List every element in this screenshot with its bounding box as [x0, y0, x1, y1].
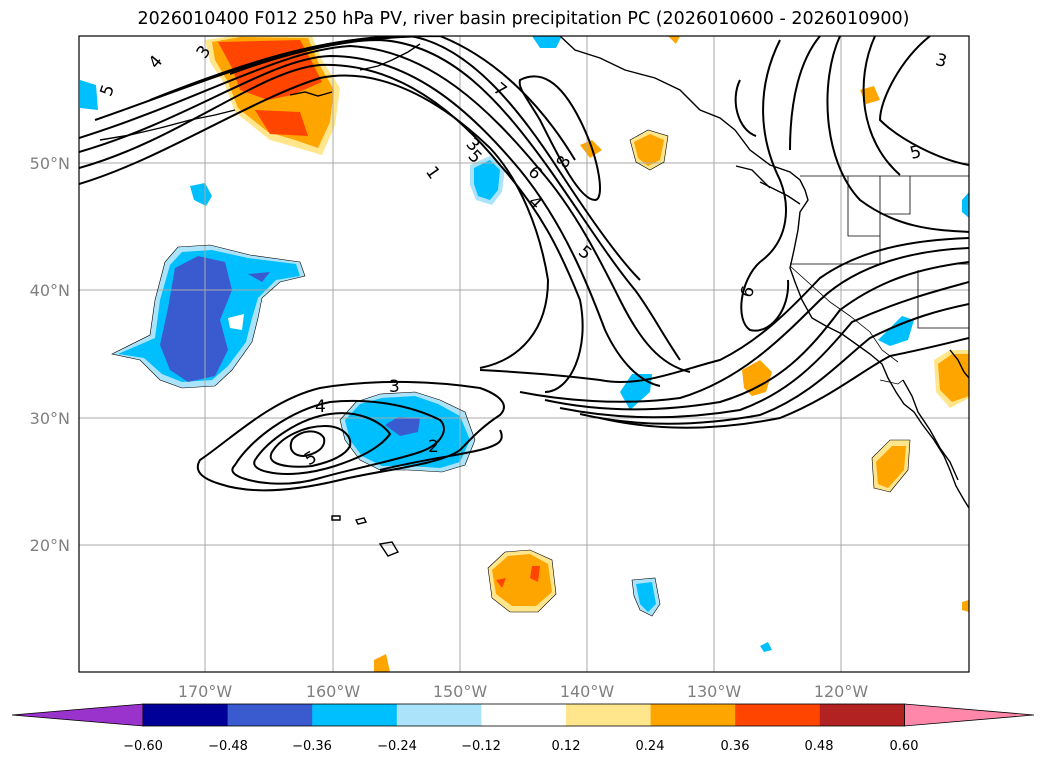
graticule: [79, 36, 969, 672]
contour-label: 3: [389, 377, 400, 397]
colorbar-swatch: [819, 704, 905, 726]
colorbar-swatch: [735, 704, 821, 726]
colorbar-tick-label: −0.12: [461, 739, 501, 754]
contour-label: 2: [428, 437, 439, 457]
map-canvas: 4 5 3 1 3 5 7 6 8 4 5 5 6 3 4 5 2 3: [79, 36, 969, 672]
lon-label: 120°W: [814, 682, 869, 701]
colorbar-tick-label: 0.60: [890, 739, 919, 754]
colorbar-tick-label: 0.36: [721, 739, 750, 754]
colorbar-tick-label: −0.48: [208, 739, 248, 754]
colorbar-frame: [142, 703, 905, 727]
lat-label: 50°N: [30, 154, 70, 173]
lon-label: 130°W: [687, 682, 742, 701]
lat-label: 20°N: [30, 536, 70, 555]
colorbar-swatch: [396, 704, 482, 726]
colorbar: −0.60 −0.48 −0.36 −0.24 −0.12 0.12 0.24 …: [11, 703, 1035, 754]
colorbar-tick-label: −0.36: [292, 739, 332, 754]
contour-label: 3: [933, 50, 949, 72]
lon-label: 160°W: [306, 682, 361, 701]
colorbar-tick-label: −0.24: [377, 739, 417, 754]
pv-contours: [79, 36, 969, 492]
contour-label: 4: [315, 397, 326, 417]
colorbar-tick-label: 0.12: [552, 739, 581, 754]
map-frame: [78, 35, 970, 673]
map-title: 2026010400 F012 250 hPa PV, river basin …: [137, 9, 910, 29]
colorbar-extend-high: [904, 703, 1035, 727]
colorbar-extend-low: [11, 703, 144, 727]
colorbar-swatch: [227, 704, 313, 726]
colorbar-swatch: [566, 704, 652, 726]
colorbar-swatch: [481, 704, 567, 726]
lat-label: 40°N: [30, 281, 70, 300]
colorbar-swatch: [143, 704, 229, 726]
lon-label: 150°W: [433, 682, 488, 701]
lon-label: 140°W: [560, 682, 615, 701]
longitude-labels: 170°W 160°W 150°W 140°W 130°W 120°W: [178, 682, 869, 701]
lon-label: 170°W: [178, 682, 233, 701]
colorbar-tick-label: 0.24: [636, 739, 665, 754]
lat-label: 30°N: [30, 409, 70, 428]
colorbar-tick-label: −0.60: [123, 739, 163, 754]
latitude-labels: 50°N 40°N 30°N 20°N: [30, 154, 70, 555]
colorbar-swatch: [650, 704, 736, 726]
contour-label: 5: [908, 142, 924, 164]
colorbar-tick-label: 0.48: [805, 739, 834, 754]
colorbar-ticks: −0.60 −0.48 −0.36 −0.24 −0.12 0.12 0.24 …: [123, 739, 918, 754]
colorbar-swatch: [312, 704, 398, 726]
